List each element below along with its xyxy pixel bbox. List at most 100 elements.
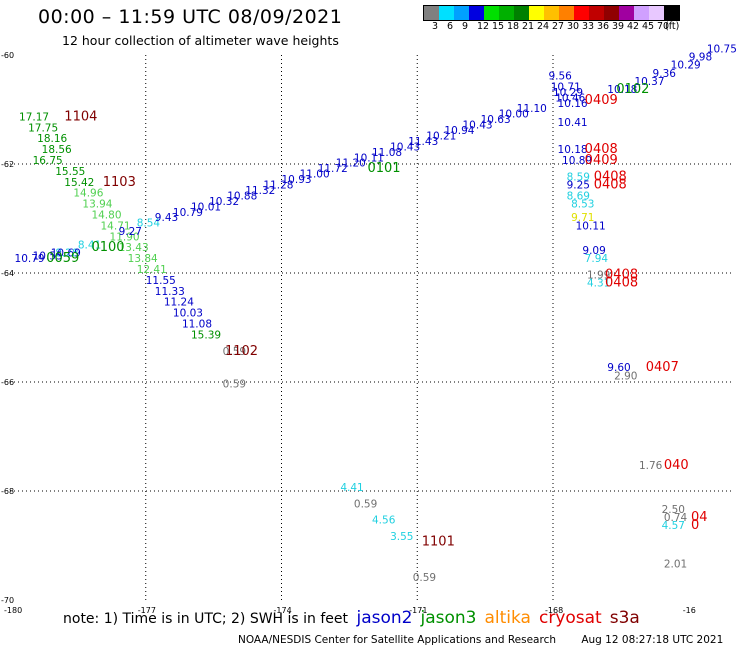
wave-height-value: 17.17 — [19, 111, 49, 123]
wave-height-value: 10.89 — [562, 155, 592, 167]
x-tick-label: -168 — [545, 606, 563, 615]
x-tick-label: -177 — [138, 606, 156, 615]
color-swatch-1 — [439, 6, 454, 20]
wave-height-value: 2.50 — [662, 504, 685, 516]
time-label: 0407 — [646, 360, 679, 375]
y-tick-label: -66 — [1, 378, 14, 387]
color-scale-label: 18 — [507, 21, 520, 32]
time-label: 0408 — [594, 169, 627, 184]
wave-height-value: 8.69 — [567, 190, 590, 202]
wave-height-value: 11.10 — [517, 103, 547, 115]
color-scale-label: 24 — [537, 21, 550, 32]
time-label: 0101 — [367, 161, 400, 176]
color-scale-label: 70 — [657, 21, 670, 32]
wave-height-value: 10.93 — [282, 174, 312, 186]
satellite-legend: jason2 jason3 altika cryosat s3a — [356, 608, 647, 628]
x-tick-label: -180 — [4, 606, 22, 615]
color-scale-label: 15 — [492, 21, 505, 32]
wave-height-value: 10.11 — [354, 152, 384, 164]
legend-satellite-cryosat: cryosat — [538, 608, 602, 628]
color-swatch-15 — [649, 6, 664, 20]
y-tick-label: -62 — [1, 160, 14, 169]
time-label: 0408 — [605, 267, 638, 282]
color-scale-label: 33 — [582, 21, 595, 32]
color-scale-bar — [423, 5, 680, 21]
wave-height-value: 10.21 — [426, 130, 456, 142]
wave-height-value: 4.41 — [340, 482, 363, 494]
wave-height-value: 10.69 — [51, 248, 81, 260]
y-tick-label: -60 — [1, 51, 14, 60]
wave-height-value: 8.54 — [137, 218, 161, 230]
wave-height-value: 8.59 — [567, 171, 590, 183]
legend-satellite-jason3: jason3 — [420, 608, 477, 628]
color-swatch-14 — [634, 6, 649, 20]
y-tick-label: -64 — [1, 269, 14, 278]
wave-height-value: 8.53 — [571, 199, 594, 211]
wave-height-value: 16.75 — [33, 155, 63, 167]
time-label: 0102 — [616, 82, 649, 97]
color-swatch-9 — [559, 6, 574, 20]
wave-height-value: 11.72 — [318, 163, 348, 175]
wave-height-value: 4.56 — [372, 515, 396, 527]
y-tick-label: -68 — [1, 487, 14, 496]
wave-height-value: 10.43 — [463, 120, 493, 132]
wave-height-value: 13.84 — [128, 253, 158, 265]
wave-height-value: 10.16 — [558, 98, 588, 110]
wave-height-value: 1.99 — [587, 269, 610, 281]
wave-height-value: 10.00 — [499, 109, 529, 121]
wave-height-value: 10.01 — [191, 201, 221, 213]
wave-height-value: 11.28 — [263, 180, 293, 192]
wave-height-value: 15.55 — [55, 166, 85, 178]
wave-height-value: 15.39 — [191, 329, 221, 341]
wave-height-value: 10.43 — [390, 141, 420, 153]
wave-height-value: 10.79 — [173, 207, 203, 219]
wave-height-value: 14.80 — [91, 210, 121, 222]
color-swatch-10 — [574, 6, 589, 20]
wave-height-value: 10.32 — [209, 196, 239, 208]
time-label: 1101 — [422, 535, 455, 550]
color-swatch-4 — [484, 6, 499, 20]
wave-height-value: 11.32 — [245, 185, 275, 197]
wave-height-value: 13.43 — [119, 242, 149, 254]
wave-height-value: 17.75 — [28, 122, 58, 134]
wave-height-value: 11.08 — [182, 319, 212, 331]
wave-height-value: 8.41 — [78, 239, 101, 251]
color-scale-label: 9 — [462, 21, 469, 32]
wave-height-value: 15.42 — [64, 177, 94, 189]
legend-satellite-altika: altika — [484, 608, 531, 628]
wave-height-value: 0.59 — [413, 572, 436, 584]
time-label: 040 — [664, 458, 689, 473]
wave-height-value: 10.46 — [555, 92, 585, 104]
color-scale-label: (ft) — [665, 21, 680, 32]
color-swatch-8 — [544, 6, 559, 20]
wave-height-value: 10.18 — [607, 84, 637, 96]
wave-height-value: 10.55 — [33, 250, 63, 262]
color-swatch-5 — [499, 6, 514, 20]
wave-height-value: 9.43 — [155, 212, 178, 224]
wave-height-value: 10.94 — [444, 125, 474, 137]
wave-height-value: 11.00 — [300, 169, 330, 181]
wave-height-value: 14.96 — [73, 188, 103, 200]
color-scale-label: 21 — [522, 21, 535, 32]
footer: NOAA/NESDIS Center for Satellite Applica… — [238, 634, 723, 646]
footer-timestamp: Aug 12 08:27:18 UTC 2021 — [581, 634, 724, 646]
wave-height-value: 18.16 — [37, 133, 67, 145]
time-label: 0 — [691, 518, 699, 533]
time-label: 0409 — [585, 153, 618, 168]
x-tick-label: -16 — [683, 606, 696, 615]
wave-height-value: 10.29 — [553, 87, 583, 99]
wave-height-value: 11.24 — [164, 297, 194, 309]
wave-height-value: 10.18 — [558, 144, 588, 156]
wave-height-value: 13.94 — [82, 199, 112, 211]
color-swatch-13 — [619, 6, 634, 20]
time-label: 0059 — [46, 251, 79, 266]
wave-height-value: 4.57 — [662, 520, 685, 532]
wave-height-value: 9.71 — [571, 212, 594, 224]
wave-height-value: 10.37 — [634, 76, 664, 88]
color-scale-label: 27 — [552, 21, 565, 32]
color-swatch-7 — [529, 6, 544, 20]
time-label: 1103 — [103, 175, 136, 190]
y-tick-label: -70 — [1, 596, 14, 605]
wave-height-value: 10.71 — [551, 81, 581, 93]
time-label: 0408 — [594, 178, 627, 193]
